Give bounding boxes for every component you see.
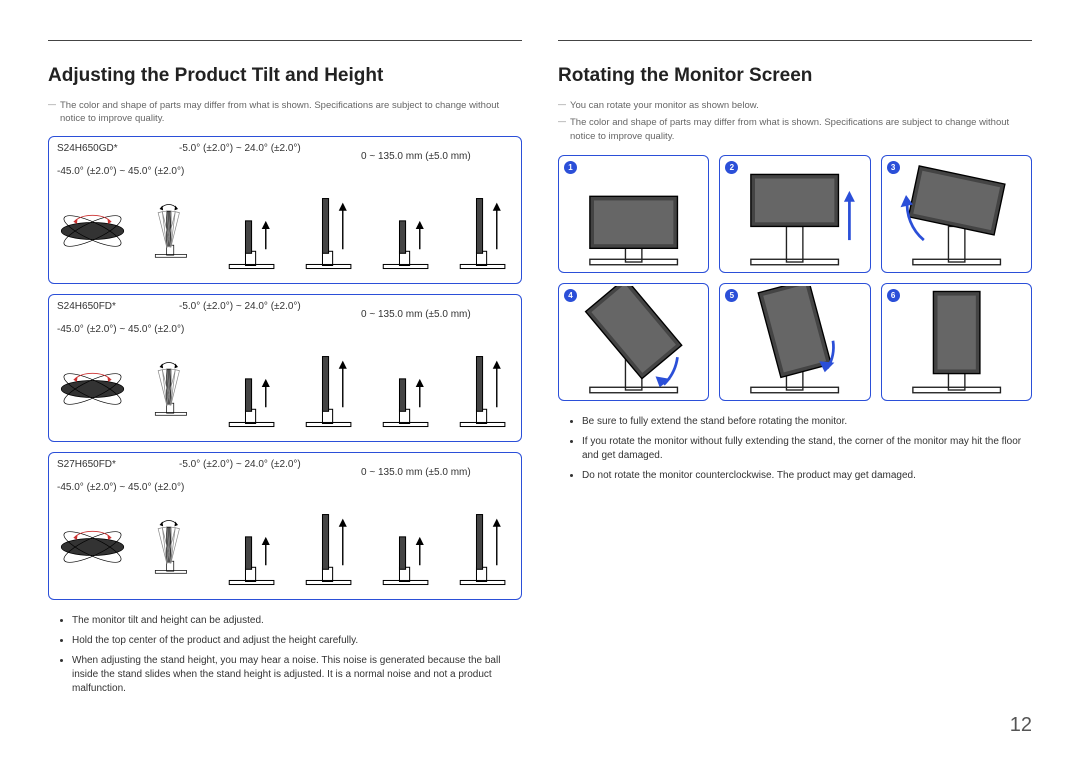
note-right-1: You can rotate your monitor as shown bel…: [558, 99, 1032, 112]
height-range: 0 ~ 135.0 mm (±5.0 mm): [341, 459, 513, 478]
swivel-range: -45.0° (±2.0°) ~ 45.0° (±2.0°): [57, 166, 513, 177]
rotation-step: 4: [558, 283, 709, 401]
note-left-1: The color and shape of parts may differ …: [48, 99, 522, 126]
bullets-right: Be sure to fully extend the stand before…: [558, 415, 1032, 483]
rotation-step: 3: [881, 155, 1032, 273]
bullet-item: Be sure to fully extend the stand before…: [582, 415, 1032, 429]
step-badge: 1: [564, 161, 577, 174]
spec-box: S27H650FD* -5.0° (±2.0°) ~ 24.0° (±2.0°)…: [48, 452, 522, 600]
swivel-range: -45.0° (±2.0°) ~ 45.0° (±2.0°): [57, 324, 513, 335]
spec-diagram: [57, 183, 513, 279]
section-title-left: Adjusting the Product Tilt and Height: [48, 65, 522, 87]
step-badge: 3: [887, 161, 900, 174]
rotation-step: 1: [558, 155, 709, 273]
right-column: Rotating the Monitor Screen You can rota…: [558, 40, 1032, 702]
bullet-item: Do not rotate the monitor counterclockwi…: [582, 469, 1032, 483]
height-range: 0 ~ 135.0 mm (±5.0 mm): [341, 301, 513, 320]
model-name: S27H650FD*: [57, 459, 167, 470]
section-title-right: Rotating the Monitor Screen: [558, 65, 1032, 87]
height-range: 0 ~ 135.0 mm (±5.0 mm): [341, 143, 513, 162]
model-name: S24H650GD*: [57, 143, 167, 154]
bullet-item: If you rotate the monitor without fully …: [582, 435, 1032, 463]
bullets-left: The monitor tilt and height can be adjus…: [48, 614, 522, 696]
spec-diagram: [57, 499, 513, 595]
page-number: 12: [1010, 714, 1032, 737]
tilt-range: -5.0° (±2.0°) ~ 24.0° (±2.0°): [179, 301, 329, 312]
rotation-step: 2: [719, 155, 870, 273]
spec-box: S24H650GD* -5.0° (±2.0°) ~ 24.0° (±2.0°)…: [48, 136, 522, 284]
swivel-range: -45.0° (±2.0°) ~ 45.0° (±2.0°): [57, 482, 513, 493]
left-column: Adjusting the Product Tilt and Height Th…: [48, 40, 522, 702]
rotation-step: 5: [719, 283, 870, 401]
tilt-range: -5.0° (±2.0°) ~ 24.0° (±2.0°): [179, 143, 329, 154]
rotation-grid: 1 2 3 4 5 6: [558, 155, 1032, 401]
rotation-step: 6: [881, 283, 1032, 401]
rule: [48, 40, 522, 41]
bullet-item: When adjusting the stand height, you may…: [72, 654, 522, 696]
model-name: S24H650FD*: [57, 301, 167, 312]
note-right-2: The color and shape of parts may differ …: [558, 116, 1032, 143]
spec-box: S24H650FD* -5.0° (±2.0°) ~ 24.0° (±2.0°)…: [48, 294, 522, 442]
spec-diagram: [57, 341, 513, 437]
bullet-item: Hold the top center of the product and a…: [72, 634, 522, 648]
step-badge: 6: [887, 289, 900, 302]
tilt-range: -5.0° (±2.0°) ~ 24.0° (±2.0°): [179, 459, 329, 470]
bullet-item: The monitor tilt and height can be adjus…: [72, 614, 522, 628]
rule: [558, 40, 1032, 41]
